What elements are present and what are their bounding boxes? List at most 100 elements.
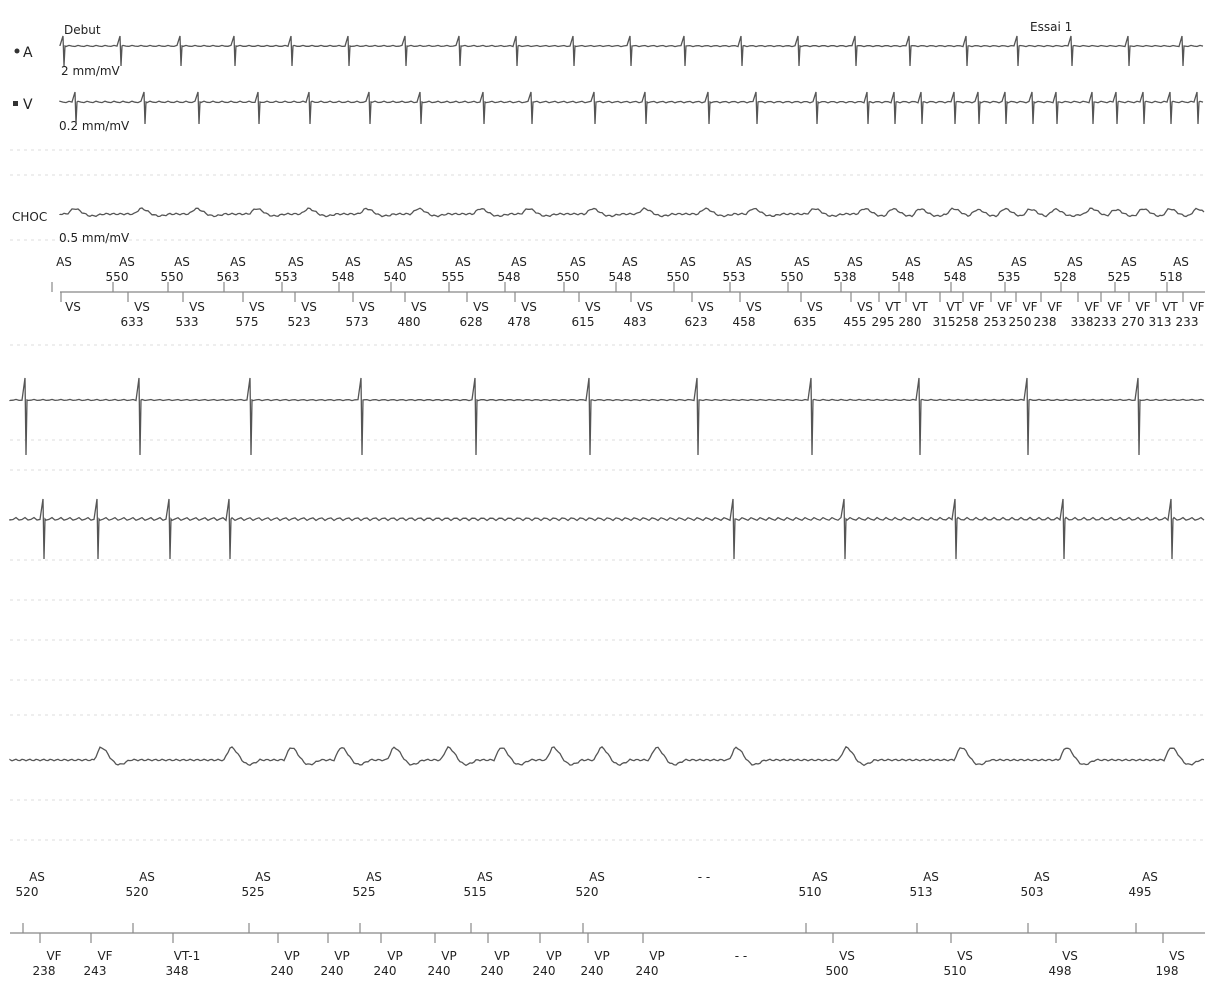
atrial-interval: 518 xyxy=(1160,270,1183,284)
ventricular-interval: 523 xyxy=(288,315,311,329)
ventricular-interval: 338 xyxy=(1071,315,1094,329)
ventricular-interval: 270 xyxy=(1122,315,1145,329)
ventricular-interval: 573 xyxy=(346,315,369,329)
ventricular-interval: 240 xyxy=(321,964,344,978)
atrial-code: AS xyxy=(119,255,135,269)
ventricular-code: VS xyxy=(134,300,150,314)
ventricular-code: VF xyxy=(1084,300,1099,314)
ventricular-code: VS xyxy=(807,300,823,314)
atrial-code: AS xyxy=(1011,255,1027,269)
ventricular-interval: 533 xyxy=(176,315,199,329)
ventricular-code: VF xyxy=(997,300,1012,314)
ventricular-code: VT xyxy=(946,300,962,314)
atrial-interval: 563 xyxy=(217,270,240,284)
ventricular-code: VS xyxy=(637,300,653,314)
ventricular-code: VF xyxy=(1189,300,1204,314)
ventricular-interval: 250 xyxy=(1009,315,1032,329)
ventricular-interval: 510 xyxy=(944,964,967,978)
atrial-interval: 550 xyxy=(106,270,129,284)
atrial-code: AS xyxy=(622,255,638,269)
ventricular-code: - - xyxy=(735,949,747,963)
atrial-interval: 540 xyxy=(384,270,407,284)
ventricular-code: VP xyxy=(284,949,299,963)
ventricular-code: VS xyxy=(1169,949,1185,963)
ventricular-interval: 258 xyxy=(956,315,979,329)
atrial-code: AS xyxy=(957,255,973,269)
ecg-trace xyxy=(59,91,1204,125)
ventricular-code: VS xyxy=(65,300,81,314)
atrial-code: AS xyxy=(589,870,605,884)
ventricular-code: VT xyxy=(1162,300,1178,314)
atrial-interval: 510 xyxy=(799,885,822,899)
ventricular-interval: 238 xyxy=(33,964,56,978)
ventricular-interval: 483 xyxy=(624,315,647,329)
channel-gain: 0.2 mm/mV xyxy=(59,119,130,133)
ventricular-code: VS xyxy=(1062,949,1078,963)
atrial-code: AS xyxy=(56,255,72,269)
ventricular-code: VF xyxy=(969,300,984,314)
ventricular-interval: 480 xyxy=(398,315,421,329)
atrial-interval: 550 xyxy=(667,270,690,284)
atrial-interval: 548 xyxy=(332,270,355,284)
atrial-interval: 520 xyxy=(576,885,599,899)
ventricular-code: VT xyxy=(885,300,901,314)
atrial-code: AS xyxy=(1173,255,1189,269)
atrial-code: AS xyxy=(570,255,586,269)
atrial-interval: 548 xyxy=(609,270,632,284)
atrial-code: AS xyxy=(139,870,155,884)
ventricular-interval: 478 xyxy=(508,315,531,329)
atrial-interval: 495 xyxy=(1129,885,1152,899)
channel-gain: 0.5 mm/mV xyxy=(59,231,130,245)
ventricular-interval: 238 xyxy=(1034,315,1057,329)
atrial-code: AS xyxy=(455,255,471,269)
ventricular-code: VP xyxy=(494,949,509,963)
atrial-code: AS xyxy=(477,870,493,884)
atrial-code: AS xyxy=(812,870,828,884)
ventricular-interval: 633 xyxy=(121,315,144,329)
channel-dot xyxy=(14,48,20,54)
atrial-code: AS xyxy=(174,255,190,269)
ventricular-code: VP xyxy=(387,949,402,963)
ventricular-interval: 240 xyxy=(374,964,397,978)
atrial-code: AS xyxy=(1067,255,1083,269)
ventricular-interval: 240 xyxy=(581,964,604,978)
ventricular-interval: 240 xyxy=(636,964,659,978)
atrial-interval: 515 xyxy=(464,885,487,899)
ventricular-code: VS xyxy=(189,300,205,314)
atrial-interval: 548 xyxy=(944,270,967,284)
ventricular-code: VS xyxy=(839,949,855,963)
ventricular-code: VF xyxy=(46,949,61,963)
ecg-trace xyxy=(59,35,1204,67)
atrial-code: AS xyxy=(230,255,246,269)
atrial-code: AS xyxy=(288,255,304,269)
ventricular-interval: 240 xyxy=(481,964,504,978)
atrial-code: AS xyxy=(680,255,696,269)
ventricular-interval: 240 xyxy=(428,964,451,978)
ventricular-interval: 348 xyxy=(166,964,189,978)
ventricular-code: VS xyxy=(857,300,873,314)
atrial-interval: 548 xyxy=(892,270,915,284)
ventricular-code: VS xyxy=(301,300,317,314)
ventricular-code: VT-1 xyxy=(174,949,200,963)
ventricular-code: VS xyxy=(521,300,537,314)
ventricular-code: VS xyxy=(411,300,427,314)
ventricular-interval: 623 xyxy=(685,315,708,329)
atrial-code: AS xyxy=(345,255,361,269)
channel-name: CHOC xyxy=(12,210,47,224)
ventricular-code: VS xyxy=(473,300,489,314)
ventricular-code: VS xyxy=(698,300,714,314)
atrial-interval: 550 xyxy=(161,270,184,284)
atrial-interval: 528 xyxy=(1054,270,1077,284)
atrial-code: AS xyxy=(1142,870,1158,884)
ventricular-code: VS xyxy=(957,949,973,963)
atrial-interval: 513 xyxy=(910,885,933,899)
ventricular-interval: 313 xyxy=(1149,315,1172,329)
atrial-code: AS xyxy=(923,870,939,884)
ventricular-interval: 458 xyxy=(733,315,756,329)
atrial-interval: 525 xyxy=(242,885,265,899)
ventricular-interval: 233 xyxy=(1094,315,1117,329)
ventricular-interval: 233 xyxy=(1176,315,1199,329)
channel-dot xyxy=(13,101,18,106)
channel-name: A xyxy=(23,45,33,61)
